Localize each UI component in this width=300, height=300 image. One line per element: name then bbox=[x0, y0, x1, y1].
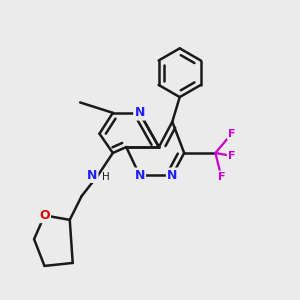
Text: O: O bbox=[39, 209, 50, 222]
Text: F: F bbox=[228, 129, 236, 139]
Text: N: N bbox=[134, 169, 145, 182]
Text: H: H bbox=[101, 172, 109, 182]
Text: N: N bbox=[87, 169, 97, 182]
Text: N: N bbox=[134, 106, 145, 119]
Text: F: F bbox=[228, 151, 236, 161]
Text: N: N bbox=[167, 169, 178, 182]
Text: F: F bbox=[218, 172, 225, 182]
